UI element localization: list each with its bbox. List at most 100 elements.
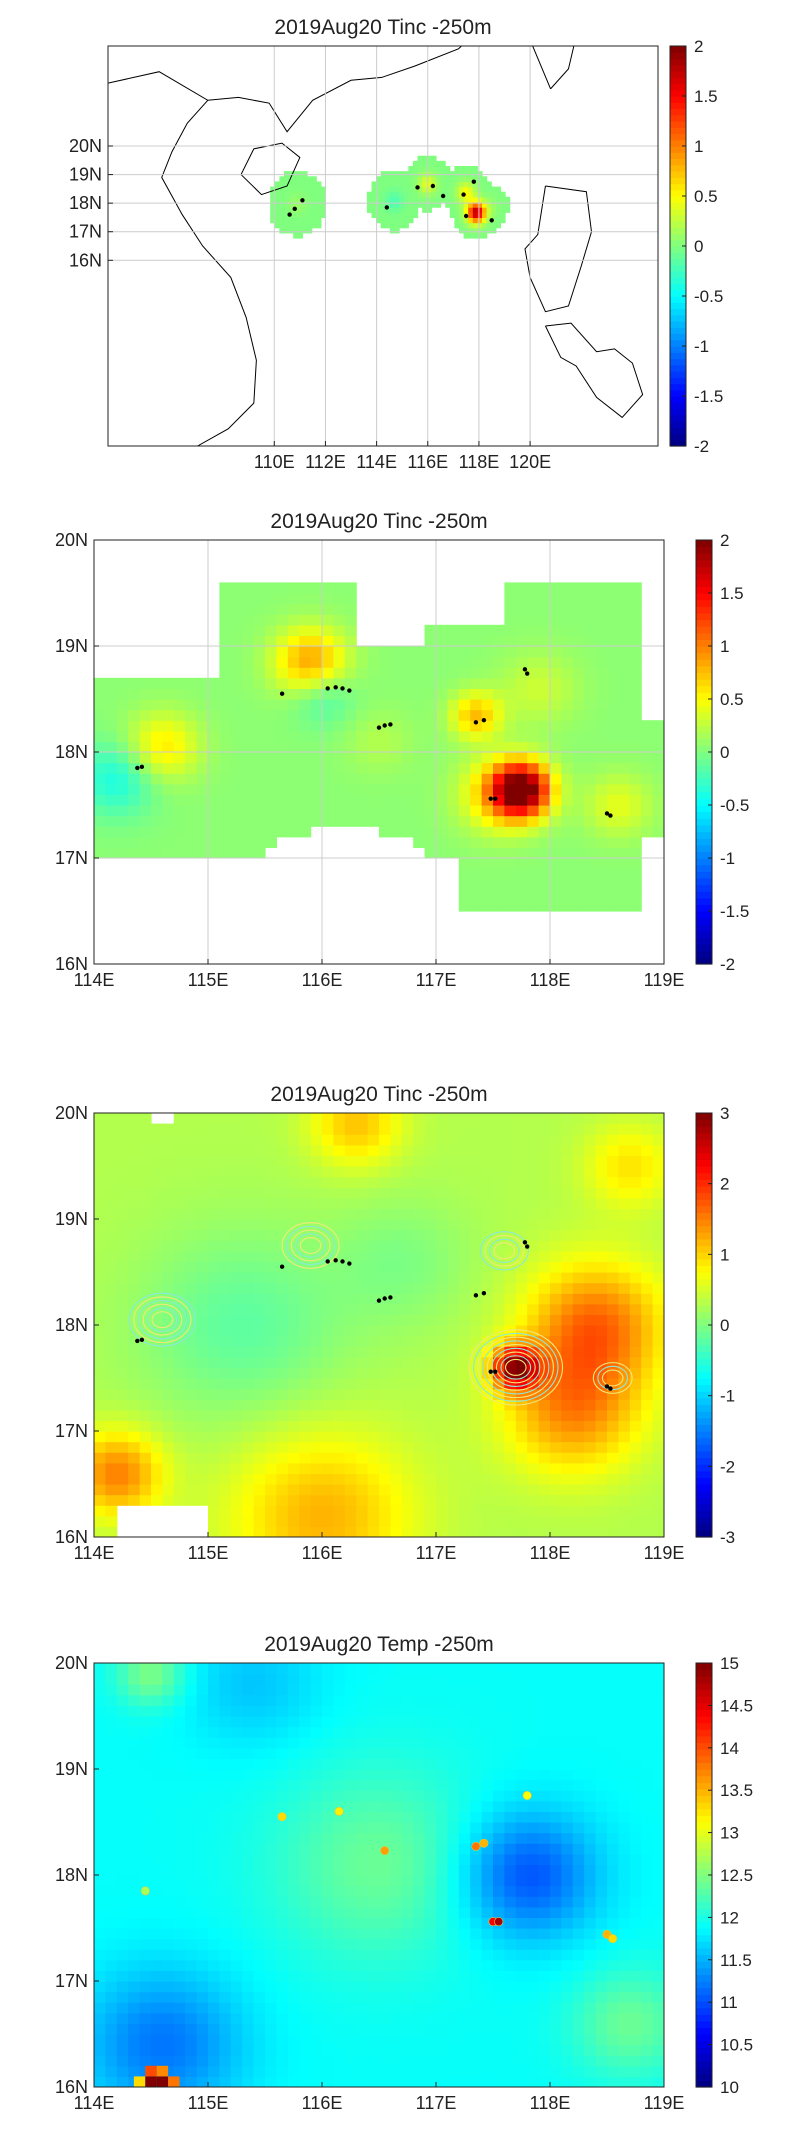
colorbar-tick-label: 11.5 — [720, 1951, 752, 1970]
colorbar-segment — [696, 838, 712, 846]
colorbar-segment — [670, 77, 686, 85]
profile-marker — [292, 206, 297, 212]
colorbar-tick-label: 2 — [720, 1175, 729, 1194]
contour-ring — [137, 1300, 187, 1340]
colorbar-segment — [696, 1921, 712, 1929]
colorbar-segment — [696, 2080, 712, 2088]
colorbar-segment — [696, 1477, 712, 1485]
colorbar-segment — [696, 1265, 712, 1273]
x-tick-label: 115E — [188, 970, 229, 990]
profile-marker — [488, 1369, 493, 1374]
colorbar-segment — [696, 791, 712, 799]
profile-marker — [461, 192, 466, 197]
profile-marker — [139, 1337, 145, 1343]
colorbar-segment — [696, 1424, 712, 1432]
contour-ring — [495, 1351, 536, 1384]
colorbar-segment — [670, 389, 686, 397]
grid-lines — [108, 46, 658, 446]
colorbar-segment — [670, 114, 686, 122]
y-tick-label: 20N — [55, 1103, 88, 1123]
colorbar-segment — [696, 2000, 712, 2009]
colorbar-segment — [696, 1974, 712, 1982]
colorbar-segment — [696, 818, 712, 826]
profile-marker — [525, 671, 530, 676]
profile-marker — [384, 205, 390, 210]
profile-marker — [300, 198, 305, 203]
colorbar-tick-label: 14 — [720, 1739, 739, 1758]
colorbar-segment — [670, 371, 686, 378]
colorbar-segment — [696, 1702, 712, 1710]
colorbar-segment — [670, 164, 686, 172]
colorbar-segment — [696, 1881, 712, 1889]
profile-marker — [473, 720, 479, 725]
chart-panel-zoom-temp: 2019Aug20 Temp -250m 114E 115E 116E 117E 118E… — [55, 1633, 753, 2113]
colorbar-tick-label: 10 — [720, 2078, 739, 2097]
colorbar-segment — [696, 1689, 712, 1697]
colorbar-segment — [696, 1444, 712, 1452]
colorbar-segment — [696, 1238, 712, 1247]
contour-ring — [468, 1329, 564, 1406]
colorbar-segment — [696, 1835, 712, 1843]
colorbar-segment — [696, 1331, 712, 1339]
profile-point — [380, 1846, 390, 1856]
colorbar-segment — [696, 1205, 712, 1213]
contour-ring — [299, 1237, 322, 1255]
colorbar-segment — [696, 891, 712, 899]
colorbar-segment — [696, 1490, 712, 1498]
profile-point — [608, 1934, 618, 1944]
colorbar-segment — [696, 579, 712, 587]
profile-point — [494, 1917, 504, 1927]
contour-ring — [486, 1344, 545, 1391]
colorbar-segment — [670, 246, 686, 253]
x-tick-label: 110E — [254, 452, 295, 472]
colorbar-tick-label: 0 — [694, 237, 703, 256]
x-tick-label: 117E — [416, 2093, 457, 2113]
contour-ring — [482, 1340, 550, 1395]
y-tick-label: 16N — [55, 2077, 88, 2097]
colorbar-segment — [696, 1245, 712, 1253]
colorbar-segment — [696, 771, 712, 780]
colorbar-segment — [696, 738, 712, 746]
colorbar-segment — [696, 1146, 712, 1154]
colorbar-segment — [696, 573, 712, 581]
colorbar-segment — [696, 1457, 712, 1465]
colorbar-segment — [670, 108, 686, 116]
colorbar-segment — [696, 1928, 712, 1936]
heatmap-cells — [94, 1663, 664, 2087]
colorbar-segment — [696, 1669, 712, 1677]
colorbar-segment — [670, 346, 686, 353]
grid-lines — [94, 540, 664, 964]
colorbar-tick-label: -3 — [720, 1528, 735, 1547]
y-tick-label: 16N — [69, 250, 102, 270]
profile-marker — [481, 718, 487, 723]
colorbar: 3 2 1 0 -1 -2 -3 — [695, 1104, 735, 1547]
colorbar-segment — [696, 1199, 712, 1207]
colorbar-segment — [696, 1185, 712, 1194]
colorbar-segment — [696, 652, 712, 660]
colorbar-segment — [670, 133, 686, 141]
y-tick-label: 19N — [55, 1759, 88, 1779]
colorbar-segment — [670, 177, 686, 185]
colorbar-segment — [696, 1119, 712, 1127]
contour-ring — [290, 1229, 331, 1262]
colorbar-tick-label: 0.5 — [694, 187, 718, 206]
profile-point — [277, 1812, 287, 1822]
plot-area — [94, 1663, 664, 2087]
colorbar-segment — [696, 871, 712, 879]
colorbar-tick-label: 1 — [720, 1245, 729, 1264]
colorbar-segment — [696, 2060, 712, 2068]
colorbar-tick-label: -1.5 — [720, 902, 749, 921]
y-tick-label: 16N — [55, 1527, 88, 1547]
colorbar-segment — [670, 308, 686, 316]
colorbar-segment — [696, 1696, 712, 1704]
hotspot-cell — [133, 2076, 146, 2087]
colorbar-segment — [670, 433, 686, 441]
y-tick-label: 19N — [55, 1209, 88, 1229]
colorbar-segment — [696, 1822, 712, 1830]
colorbar-segment — [696, 2047, 712, 2055]
x-tick-label: 119E — [644, 1543, 685, 1563]
colorbar-segment — [696, 612, 712, 621]
colorbar-segment — [696, 1841, 712, 1850]
profile-marker — [525, 1244, 530, 1249]
